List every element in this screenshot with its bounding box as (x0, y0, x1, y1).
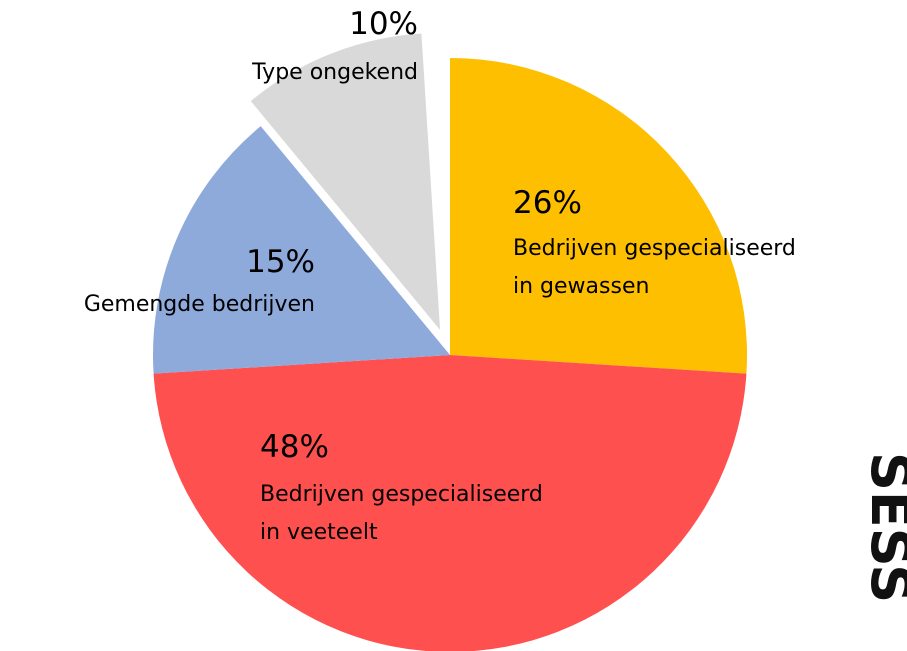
value-label: 15% (246, 244, 315, 280)
value-label: 48% (260, 429, 329, 465)
category-label: Bedrijven gespecialiseerd in veeteelt (260, 482, 543, 545)
pie-slice (250, 33, 441, 330)
category-label: Gemengde bedrijven (83, 292, 315, 317)
pie-slice (153, 355, 747, 651)
pie-slice (450, 58, 747, 374)
pie-slice (153, 126, 450, 374)
value-label: 10% (349, 6, 418, 42)
side-text: SESS (859, 452, 907, 603)
value-label: 26% (513, 185, 582, 221)
category-label: Type ongekend (252, 60, 418, 85)
category-label: Bedrijven gespecialiseerd in gewassen (513, 236, 796, 299)
